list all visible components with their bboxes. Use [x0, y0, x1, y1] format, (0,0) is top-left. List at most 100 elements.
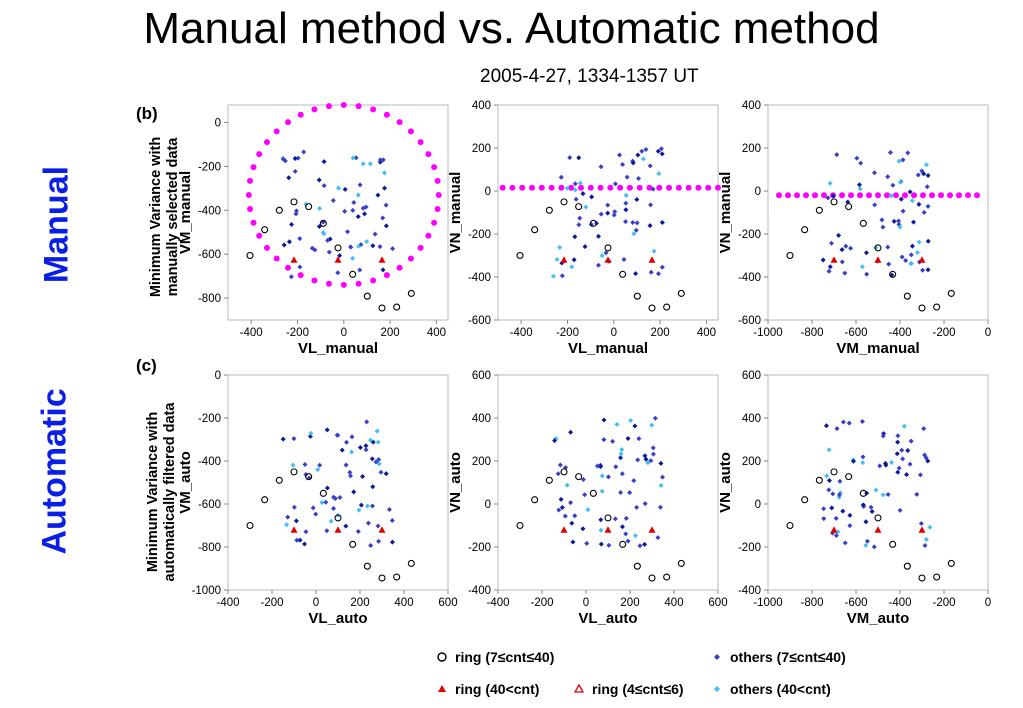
- data-point-other: [907, 461, 913, 467]
- data-point-other: [363, 447, 369, 453]
- data-point-ring: [648, 574, 656, 582]
- fit-point: [325, 280, 332, 287]
- fit-point: [273, 128, 280, 135]
- data-point-ring: [815, 206, 823, 214]
- data-point-other: [923, 162, 929, 168]
- data-point-other: [568, 429, 574, 435]
- legend-ring-7-40: ring (7≤cnt≤40): [435, 649, 554, 665]
- fit-point: [866, 192, 872, 199]
- data-point-other: [323, 499, 329, 505]
- data-point-other: [370, 243, 376, 249]
- legend-label: ring (40<cnt): [455, 681, 540, 697]
- data-point-other: [885, 174, 891, 180]
- data-point-other: [826, 487, 832, 493]
- y-tick-label: 0: [215, 370, 221, 382]
- data-point-other: [820, 257, 826, 263]
- data-point-other: [375, 523, 381, 529]
- y-tick-label: -200: [198, 161, 221, 173]
- data-point-other: [619, 524, 625, 530]
- data-point-other: [595, 262, 601, 268]
- y-tick-label: 200: [472, 456, 491, 468]
- data-point-other: [630, 160, 636, 166]
- data-point-other: [925, 203, 931, 209]
- fit-point: [529, 184, 535, 191]
- y-axis-label: VN_manual: [447, 172, 464, 254]
- data-point-other: [887, 149, 893, 155]
- data-point-other: [342, 186, 348, 192]
- y-tick-label: -600: [738, 315, 761, 327]
- data-point-other: [658, 146, 664, 152]
- data-point-other: [357, 182, 363, 188]
- data-point-other: [351, 489, 357, 495]
- data-point-other: [558, 496, 564, 502]
- data-point-other: [923, 536, 929, 542]
- data-point-other: [380, 267, 386, 273]
- data-point-other: [863, 519, 869, 525]
- fit-point: [499, 184, 506, 191]
- fit-point: [325, 103, 332, 110]
- data-point-ring: [663, 303, 671, 311]
- data-point-other: [863, 250, 869, 256]
- data-point-other: [836, 492, 842, 498]
- data-point-ring: [275, 206, 283, 214]
- fit-point: [247, 177, 254, 184]
- data-point-other: [620, 161, 626, 167]
- data-point-other: [877, 463, 883, 469]
- y-tick-label: -400: [468, 272, 491, 284]
- data-point-other: [370, 484, 376, 490]
- data-point-other: [315, 467, 321, 473]
- data-point-ring: [349, 270, 357, 278]
- panel-letter-c: (c): [136, 356, 157, 375]
- data-point-other: [623, 192, 629, 198]
- data-point-ring: [786, 521, 794, 530]
- data-point-other: [639, 148, 645, 154]
- data-point-other: [914, 491, 920, 497]
- data-point-other: [612, 181, 618, 187]
- data-point-ring: [363, 292, 371, 300]
- data-point-other: [355, 214, 361, 220]
- data-point-other: [339, 447, 345, 453]
- data-point-other: [601, 417, 607, 423]
- data-point-other: [897, 507, 903, 513]
- data-point-other: [618, 455, 624, 461]
- data-point-other: [922, 543, 928, 549]
- data-point-other: [650, 445, 656, 451]
- x-tick-label: -400: [888, 597, 911, 609]
- data-point-other: [833, 532, 839, 538]
- data-point-other: [925, 172, 931, 178]
- data-point-other: [605, 210, 611, 216]
- y-tick-label: -800: [198, 293, 221, 305]
- data-point-other: [872, 202, 878, 208]
- data-point-other: [847, 523, 853, 529]
- data-point-other: [595, 233, 601, 239]
- data-point-other: [830, 193, 836, 199]
- data-point-other: [295, 155, 301, 161]
- data-point-other: [363, 443, 369, 449]
- data-point-other: [821, 506, 827, 512]
- data-point-other: [895, 469, 901, 475]
- data-point-other: [380, 215, 386, 221]
- y-axis-label: VN_auto: [447, 452, 464, 513]
- data-point-other: [569, 264, 575, 270]
- fit-point: [577, 184, 584, 191]
- data-point-other: [635, 457, 641, 463]
- data-point-other: [636, 436, 642, 442]
- data-point-other: [628, 417, 634, 423]
- data-point-other: [345, 229, 351, 235]
- legend-label: others (40<cnt): [730, 681, 831, 697]
- data-point-other: [869, 508, 875, 514]
- data-point-ring-40: [604, 256, 612, 263]
- fit-point: [509, 184, 516, 191]
- fit-point: [370, 106, 377, 113]
- plot-frame: [497, 374, 719, 591]
- data-point-other: [850, 458, 856, 464]
- data-point-other: [324, 427, 330, 433]
- data-point-other: [621, 257, 627, 263]
- data-point-other: [895, 433, 901, 439]
- data-point-ring: [889, 270, 897, 278]
- data-point-other: [552, 438, 558, 444]
- data-point-other: [617, 152, 623, 158]
- data-point-other: [909, 243, 915, 249]
- fit-point: [666, 184, 673, 191]
- data-point-other: [349, 449, 355, 455]
